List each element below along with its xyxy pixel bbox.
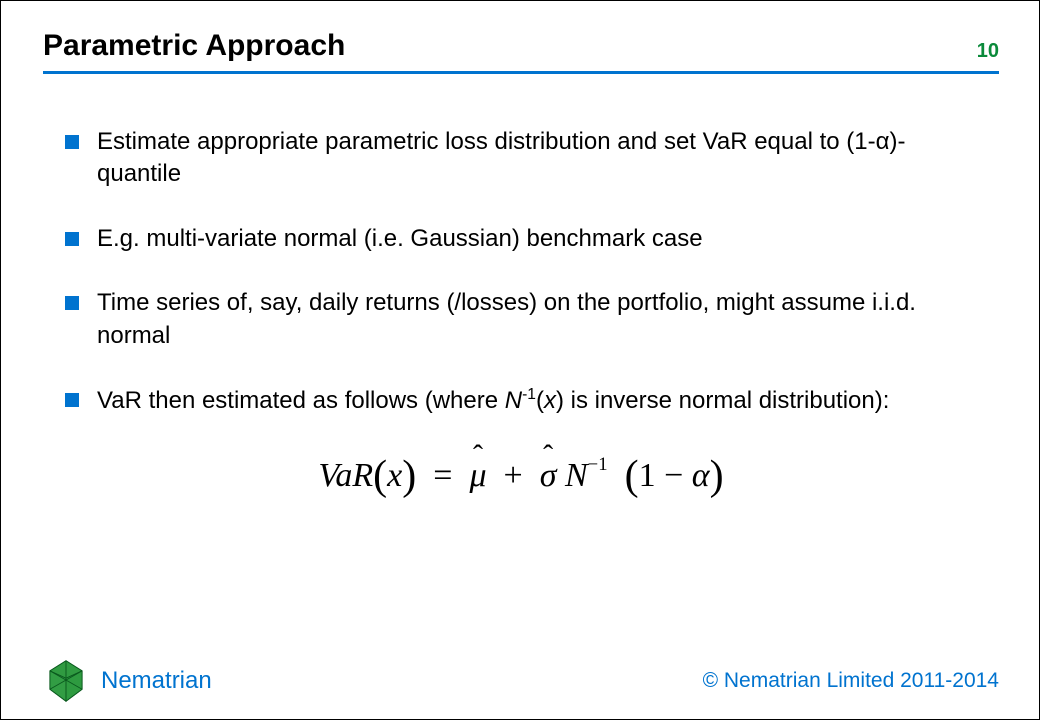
brand-name: Nematrian [101,667,212,695]
bullet-item: Estimate appropriate parametric loss dis… [65,126,977,191]
equation: VaR(x) = μ + σ N−1 (1 − α) [65,449,977,497]
bullet-item: VaR then estimated as follows (where N-1… [65,384,977,417]
header: Parametric Approach 10 [1,1,1040,63]
square-bullet-icon [65,296,79,310]
page-number: 10 [977,40,999,63]
square-bullet-icon [65,393,79,407]
content-area: Estimate appropriate parametric loss dis… [1,74,1040,497]
square-bullet-icon [65,232,79,246]
bullet-text: E.g. multi-variate normal (i.e. Gaussian… [97,223,977,255]
slide-title: Parametric Approach [43,29,345,63]
bullet-text: Estimate appropriate parametric loss dis… [97,126,977,191]
bullet-text: VaR then estimated as follows (where N-1… [97,384,977,417]
bullet-item: E.g. multi-variate normal (i.e. Gaussian… [65,223,977,255]
square-bullet-icon [65,135,79,149]
bullet-text: Time series of, say, daily returns (/los… [97,287,977,352]
equation-text: VaR(x) = μ + σ N−1 (1 − α) [318,457,723,494]
footer-left: Nematrian [43,658,212,704]
footer: Nematrian © Nematrian Limited 2011-2014 [1,651,1040,721]
logo-icon [43,658,89,704]
slide: Parametric Approach 10 Estimate appropri… [1,1,1040,721]
bullet-item: Time series of, say, daily returns (/los… [65,287,977,352]
copyright-text: © Nematrian Limited 2011-2014 [703,669,999,693]
